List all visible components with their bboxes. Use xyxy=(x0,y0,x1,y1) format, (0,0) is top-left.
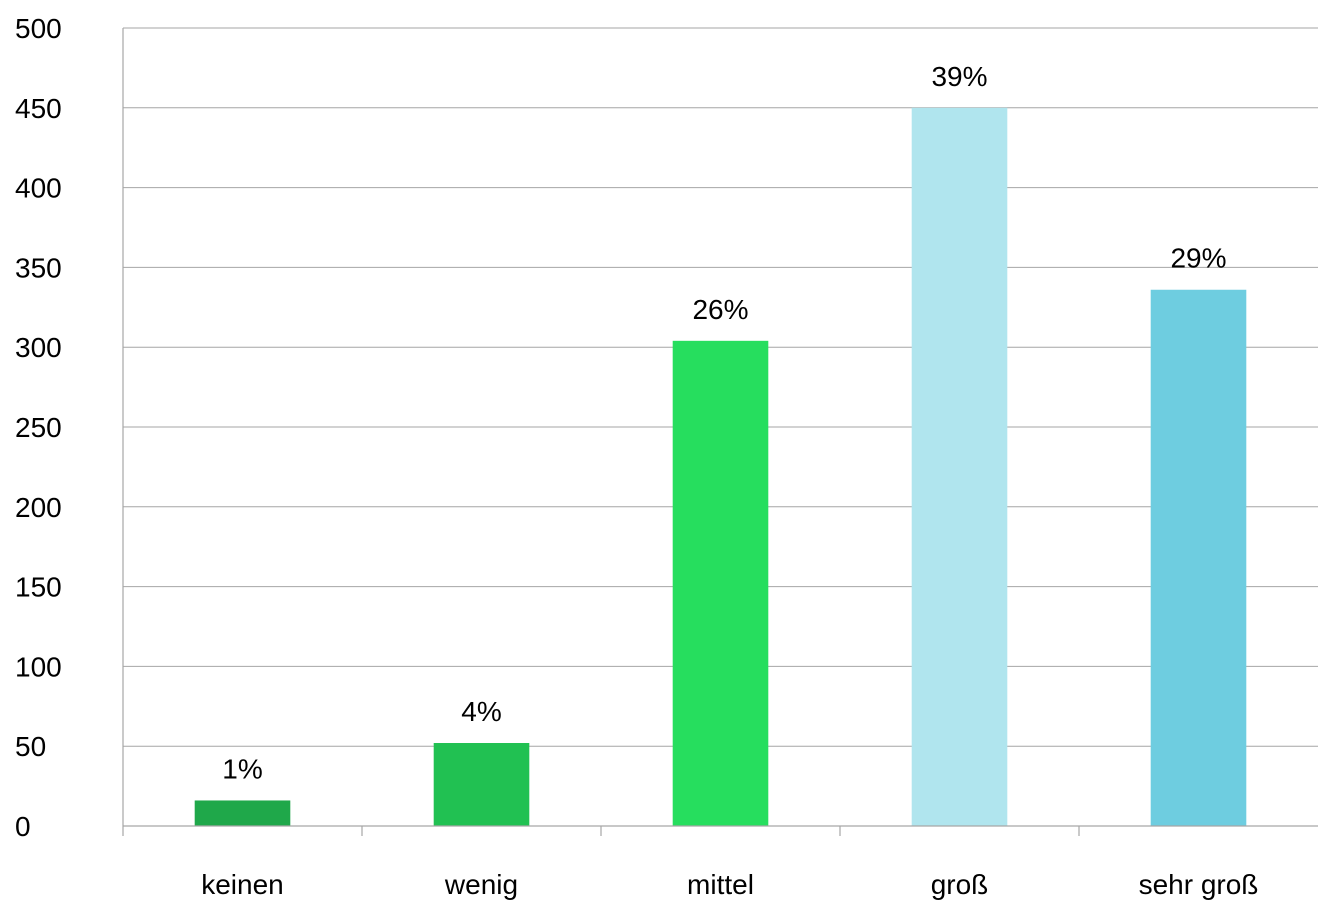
bars xyxy=(194,107,1247,827)
bar-keinen xyxy=(194,800,291,826)
x-category-label: wenig xyxy=(444,869,518,900)
axes xyxy=(122,28,1318,836)
y-tick-label: 200 xyxy=(15,492,62,523)
x-category-label: sehr groß xyxy=(1139,869,1259,900)
data-label: 29% xyxy=(1170,243,1226,274)
x-category-label: groß xyxy=(931,869,989,900)
data-label: 39% xyxy=(931,61,987,92)
data-label: 26% xyxy=(692,294,748,325)
y-tick-label: 350 xyxy=(15,252,62,283)
y-tick-label: 450 xyxy=(15,93,62,124)
y-tick-label: 250 xyxy=(15,412,62,443)
y-tick-label: 50 xyxy=(15,731,46,762)
x-category-label: keinen xyxy=(201,869,284,900)
bar-wenig xyxy=(433,743,530,826)
y-tick-label: 500 xyxy=(15,13,62,44)
y-tick-label: 0 xyxy=(15,811,31,842)
x-category-label: mittel xyxy=(687,869,754,900)
data-label: 4% xyxy=(461,696,501,727)
y-tick-label: 100 xyxy=(15,651,62,682)
bar-mittel xyxy=(672,340,769,826)
y-tick-label: 150 xyxy=(15,572,62,603)
data-label: 1% xyxy=(222,753,262,784)
labels: 0 50 100 150 200 250 300 350 400 450 500 1% keinen 4%… xyxy=(15,13,1258,900)
y-tick-label: 300 xyxy=(15,332,62,363)
y-tick-label: 400 xyxy=(15,173,62,204)
bar-groß xyxy=(911,107,1008,827)
bar-sehr-groß xyxy=(1150,289,1247,826)
